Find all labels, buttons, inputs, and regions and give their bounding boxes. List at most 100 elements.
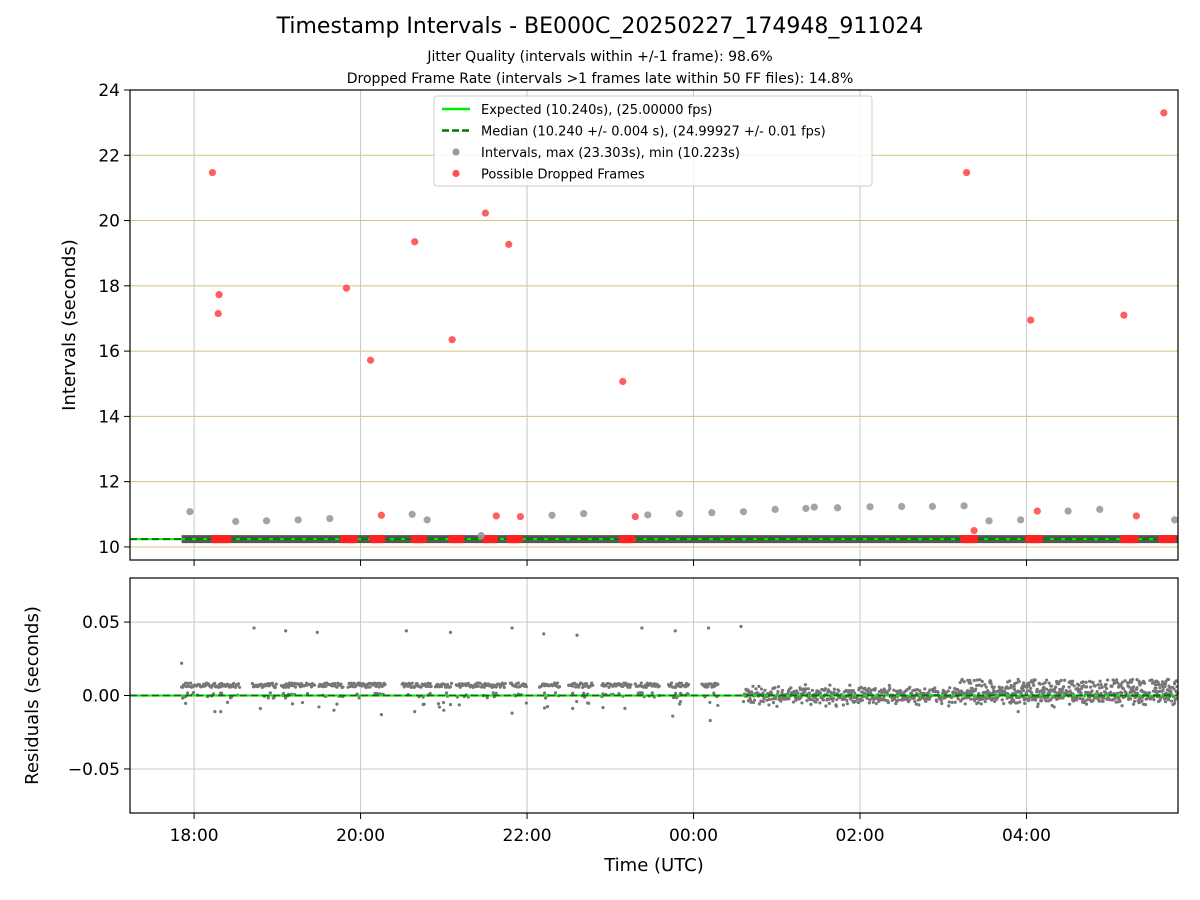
residual-point — [1085, 685, 1089, 689]
residual-point — [686, 682, 691, 687]
dropped-frames-band — [210, 535, 232, 544]
residual-point — [894, 689, 898, 693]
residual-point — [809, 702, 813, 706]
residual-point — [270, 681, 274, 685]
residual-point — [983, 699, 987, 704]
residual-point — [315, 630, 319, 634]
residual-point — [776, 690, 780, 694]
dropped-frame-point — [631, 512, 639, 521]
residual-point — [826, 688, 830, 692]
residual-point — [623, 706, 627, 710]
residual-point — [947, 704, 951, 708]
residual-point — [845, 698, 849, 703]
interval-point — [739, 508, 748, 516]
interval-point — [644, 511, 652, 519]
residual-point — [640, 691, 644, 695]
residual-point — [341, 685, 345, 689]
residual-point — [953, 700, 957, 704]
residual-point — [1166, 698, 1171, 702]
residual-point — [1059, 678, 1063, 682]
residual-point — [457, 703, 461, 707]
residual-point — [761, 699, 766, 704]
residual-point — [962, 696, 966, 700]
residual-point — [1000, 685, 1004, 690]
top-y-tick-label: 18 — [98, 277, 120, 297]
residual-point — [979, 702, 983, 706]
residual-point — [1063, 678, 1067, 682]
residual-point — [827, 697, 831, 701]
residual-point — [1097, 686, 1102, 690]
residual-point — [1033, 678, 1037, 682]
residual-point — [555, 681, 560, 685]
residual-point — [828, 683, 832, 687]
residual-point — [976, 700, 980, 705]
residual-point — [1091, 698, 1095, 703]
dropped-frame-point — [366, 356, 375, 364]
residual-point — [969, 681, 973, 685]
residual-point — [972, 678, 976, 683]
residual-point — [1105, 678, 1110, 682]
bottom-y-tick-label: 0.05 — [82, 613, 120, 633]
dropped-frames-band — [339, 535, 359, 544]
residual-point — [585, 682, 589, 686]
top-y-tick-label: 22 — [98, 146, 120, 166]
residual-point — [853, 699, 857, 704]
residual-point — [377, 685, 381, 689]
dropped-frame-point — [1132, 512, 1140, 520]
residual-point — [887, 683, 891, 688]
residual-point — [571, 691, 575, 695]
residual-point — [1022, 681, 1026, 685]
residual-point — [1068, 702, 1072, 706]
residual-point — [293, 685, 298, 689]
residual-point — [1042, 686, 1046, 690]
legend-entry-label: Expected (10.240s), (25.00000 fps) — [481, 103, 712, 118]
residual-point — [639, 681, 643, 685]
residual-point — [914, 702, 918, 706]
residual-point — [1155, 691, 1159, 695]
residual-point — [1017, 679, 1021, 684]
residual-point — [669, 681, 674, 685]
residual-point — [582, 691, 586, 695]
residual-point — [923, 687, 927, 691]
residual-point — [786, 691, 790, 696]
residual-point — [1015, 701, 1019, 705]
residual-point — [1027, 683, 1031, 688]
residual-point — [673, 685, 678, 689]
residual-point — [1036, 704, 1040, 709]
top-y-tick-label: 16 — [98, 342, 120, 362]
residual-point — [848, 683, 852, 687]
residual-point — [445, 682, 450, 687]
residual-point — [236, 682, 241, 686]
residual-point — [1135, 686, 1139, 690]
residual-point — [449, 681, 454, 685]
residual-point — [860, 698, 864, 702]
residual-point — [583, 684, 587, 688]
residual-point — [498, 685, 502, 689]
residual-point — [299, 681, 304, 686]
residual-point — [607, 685, 611, 689]
residual-point — [1161, 688, 1165, 693]
top-y-axis-label: Intervals (seconds) — [59, 239, 80, 411]
residual-point — [510, 711, 514, 715]
residual-point — [1150, 678, 1154, 682]
residual-point — [1010, 684, 1014, 688]
residual-point — [775, 704, 779, 708]
residual-point — [1054, 685, 1058, 689]
residual-point — [404, 629, 408, 633]
residual-point — [1012, 684, 1016, 688]
residual-point — [704, 682, 708, 686]
residual-point — [542, 691, 547, 695]
residual-point — [444, 691, 449, 695]
residual-point — [1104, 682, 1108, 687]
residual-point — [1102, 696, 1106, 700]
chart-title: Timestamp Intervals - BE000C_20250227_17… — [276, 14, 924, 39]
residual-point — [759, 699, 763, 703]
residual-point — [1032, 683, 1036, 687]
residual-point — [1120, 680, 1125, 684]
dropped-frame-point — [1160, 109, 1168, 117]
residual-point — [1163, 700, 1168, 704]
residual-point — [869, 688, 873, 692]
residual-point — [1147, 691, 1152, 695]
interval-point — [960, 502, 968, 510]
dropped-frames-band — [447, 535, 465, 544]
